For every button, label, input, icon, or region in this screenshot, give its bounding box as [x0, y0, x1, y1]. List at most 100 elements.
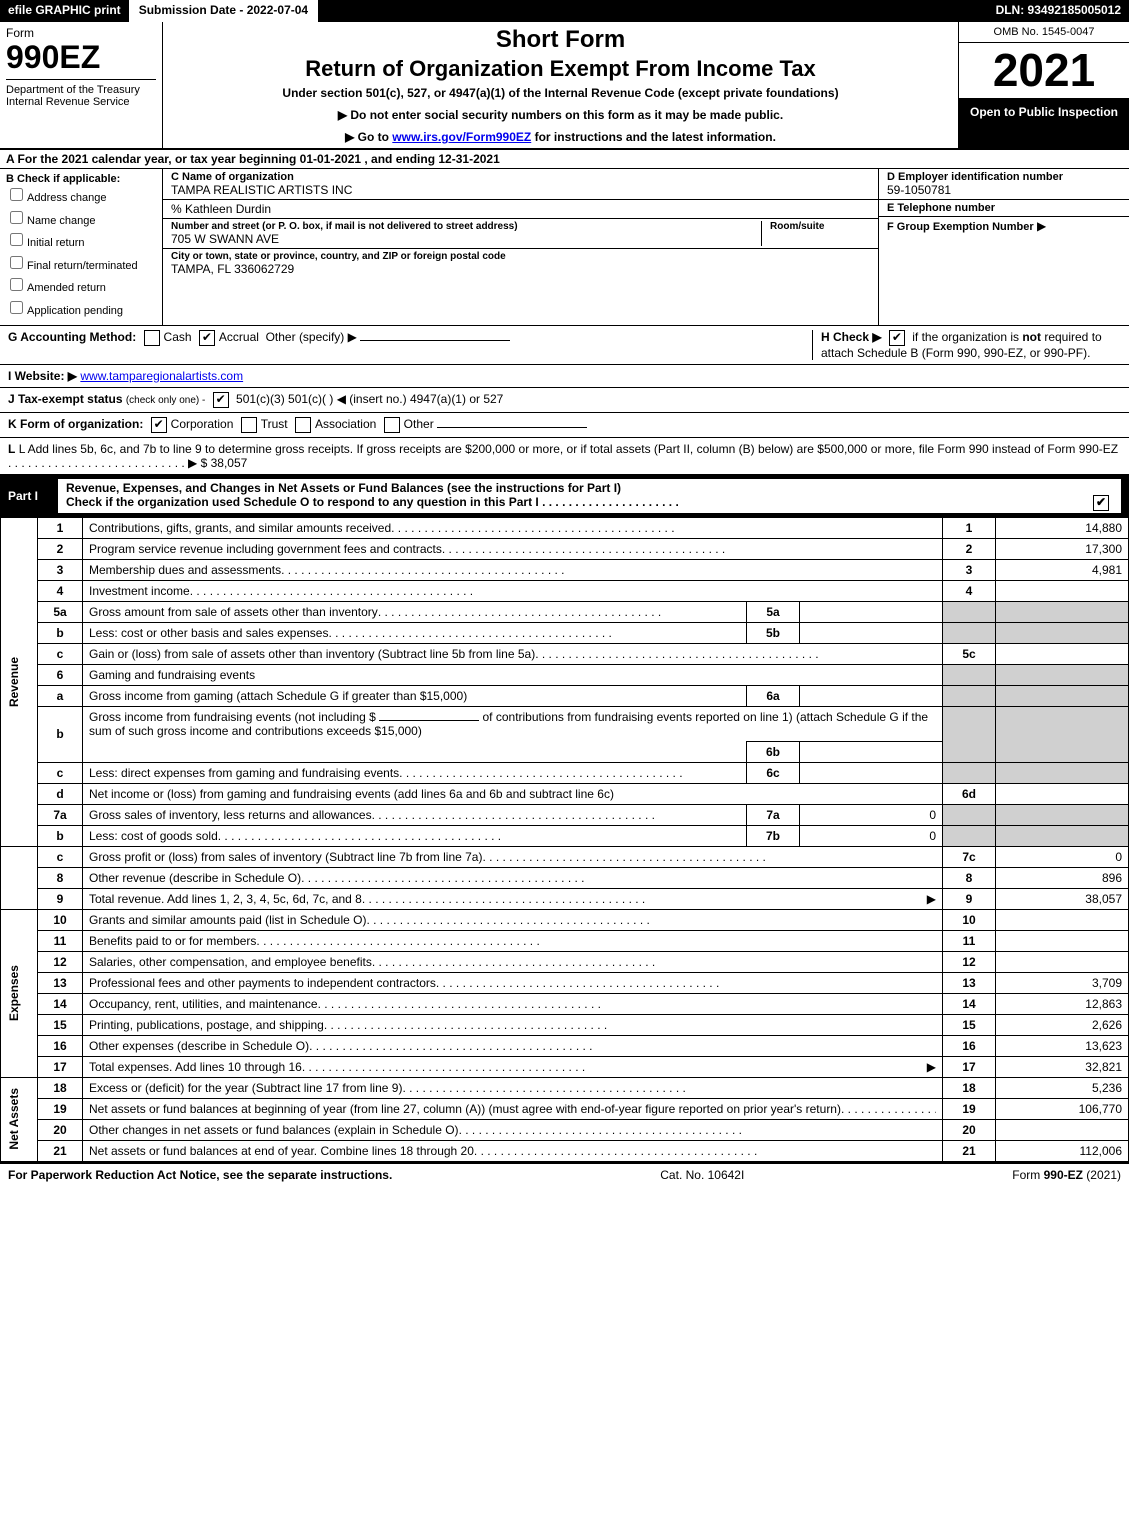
table-row: 5a Gross amount from sale of assets othe…: [1, 601, 1129, 622]
line-7b-num: b: [38, 825, 83, 846]
shaded-cell: [996, 622, 1129, 643]
table-row: b Less: cost of goods sold 7b 0: [1, 825, 1129, 846]
line-6b-subval: [800, 741, 943, 762]
line-9-num: 9: [38, 888, 83, 909]
line-17-amount: 32,821: [996, 1056, 1129, 1077]
table-row: a Gross income from gaming (attach Sched…: [1, 685, 1129, 706]
line-6a-num: a: [38, 685, 83, 706]
line-19-num: 19: [38, 1098, 83, 1119]
checkbox-name-change[interactable]: [10, 211, 23, 224]
checkbox-initial-return[interactable]: [10, 233, 23, 246]
checkbox-amended-return[interactable]: [10, 278, 23, 291]
line-18-amount: 5,236: [996, 1077, 1129, 1098]
telephone-label: E Telephone number: [887, 202, 1121, 214]
line-8-desc: Other revenue (describe in Schedule O): [89, 871, 301, 885]
footer-left: For Paperwork Reduction Act Notice, see …: [8, 1168, 392, 1182]
line-7a-num: 7a: [38, 804, 83, 825]
line-7c-amount: 0: [996, 846, 1129, 867]
line-2-ref: 2: [943, 538, 996, 559]
efile-print[interactable]: efile GRAPHIC print: [0, 0, 131, 22]
checkbox-cash[interactable]: [144, 330, 160, 346]
check-application-pending[interactable]: Application pending: [6, 298, 156, 321]
check-final-return[interactable]: Final return/terminated: [6, 253, 156, 276]
line-7b-subval: 0: [800, 825, 943, 846]
website-link[interactable]: www.tamparegionalartists.com: [80, 369, 243, 383]
line-11-amount: [996, 930, 1129, 951]
line-k-label: K Form of organization:: [8, 417, 143, 431]
note2-prefix: ▶ Go to: [345, 130, 392, 144]
label-association: Association: [315, 417, 376, 431]
check-amended-return[interactable]: Amended return: [6, 275, 156, 298]
part-1-table: Revenue 1 Contributions, gifts, grants, …: [0, 517, 1129, 1162]
line-k: K Form of organization: Corporation Trus…: [0, 413, 1129, 438]
check-address-change[interactable]: Address change: [6, 185, 156, 208]
checkbox-address-change[interactable]: [10, 188, 23, 201]
label-initial-return: Initial return: [27, 237, 84, 249]
line-3-desc: Membership dues and assessments: [89, 563, 281, 577]
line-11-desc: Benefits paid to or for members: [89, 934, 256, 948]
checkbox-association[interactable]: [295, 417, 311, 433]
table-row: c Less: direct expenses from gaming and …: [1, 762, 1129, 783]
line-4-desc: Investment income: [89, 584, 190, 598]
check-initial-return[interactable]: Initial return: [6, 230, 156, 253]
line-h-not: not: [1022, 330, 1041, 344]
table-row: Revenue 1 Contributions, gifts, grants, …: [1, 517, 1129, 538]
room-label: Room/suite: [770, 221, 870, 232]
footer-right-prefix: Form: [1012, 1168, 1043, 1182]
section-b-header: B Check if applicable:: [6, 173, 156, 185]
shaded-cell: [943, 706, 996, 762]
line-5a-desc: Gross amount from sale of assets other t…: [89, 605, 378, 619]
checkbox-final-return[interactable]: [10, 256, 23, 269]
line-6b-blank[interactable]: [379, 720, 479, 721]
checkbox-schedule-b[interactable]: [889, 330, 905, 346]
label-other-org: Other: [404, 417, 434, 431]
checkbox-trust[interactable]: [241, 417, 257, 433]
side-label-expenses: Expenses: [7, 965, 21, 1021]
shaded-cell: [943, 685, 996, 706]
line-7b-desc: Less: cost of goods sold: [89, 829, 218, 843]
instructions-link[interactable]: www.irs.gov/Form990EZ: [392, 130, 531, 144]
street-address: 705 W SWANN AVE: [171, 232, 761, 246]
line-9-ref: 9: [943, 888, 996, 909]
line-19-desc: Net assets or fund balances at beginning…: [89, 1102, 841, 1116]
line-7b-sub: 7b: [747, 825, 800, 846]
checkbox-other-org[interactable]: [384, 417, 400, 433]
line-j-label: J Tax-exempt status: [8, 392, 123, 406]
org-name-row: C Name of organization TAMPA REALISTIC A…: [163, 169, 878, 200]
table-row: 9 Total revenue. Add lines 1, 2, 3, 4, 5…: [1, 888, 1129, 909]
line-6c-num: c: [38, 762, 83, 783]
footer-center: Cat. No. 10642I: [660, 1168, 744, 1182]
label-cash: Cash: [164, 330, 192, 344]
line-10-desc: Grants and similar amounts paid (list in…: [89, 913, 366, 927]
line-17-num: 17: [38, 1056, 83, 1077]
table-row: d Net income or (loss) from gaming and f…: [1, 783, 1129, 804]
group-exemption-label: F Group Exemption Number: [887, 221, 1034, 233]
other-specify-field[interactable]: [360, 340, 510, 341]
line-7c-ref: 7c: [943, 846, 996, 867]
shaded-cell: [943, 622, 996, 643]
line-5a-num: 5a: [38, 601, 83, 622]
checkbox-accrual[interactable]: [199, 330, 215, 346]
form-header: Form 990EZ Department of the Treasury In…: [0, 22, 1129, 150]
line-5b-sub: 5b: [747, 622, 800, 643]
ssn-note: ▶ Do not enter social security numbers o…: [173, 108, 948, 122]
line-6d-ref: 6d: [943, 783, 996, 804]
street-label: Number and street (or P. O. box, if mail…: [171, 221, 761, 232]
table-row: b Less: cost or other basis and sales ex…: [1, 622, 1129, 643]
section-def: D Employer identification number 59-1050…: [879, 169, 1129, 325]
check-name-change[interactable]: Name change: [6, 208, 156, 231]
shaded-cell: [996, 706, 1129, 762]
shaded-cell: [996, 825, 1129, 846]
other-org-field[interactable]: [437, 427, 587, 428]
line-5a-subval: [800, 601, 943, 622]
table-row: 13 Professional fees and other payments …: [1, 972, 1129, 993]
line-7a-desc: Gross sales of inventory, less returns a…: [89, 808, 372, 822]
table-row: 12 Salaries, other compensation, and emp…: [1, 951, 1129, 972]
checkbox-501c3[interactable]: [213, 392, 229, 408]
checkbox-schedule-o[interactable]: [1093, 495, 1109, 511]
line-21-amount: 112,006: [996, 1140, 1129, 1161]
checkbox-corporation[interactable]: [151, 417, 167, 433]
checkbox-application-pending[interactable]: [10, 301, 23, 314]
line-19-amount: 106,770: [996, 1098, 1129, 1119]
line-14-amount: 12,863: [996, 993, 1129, 1014]
